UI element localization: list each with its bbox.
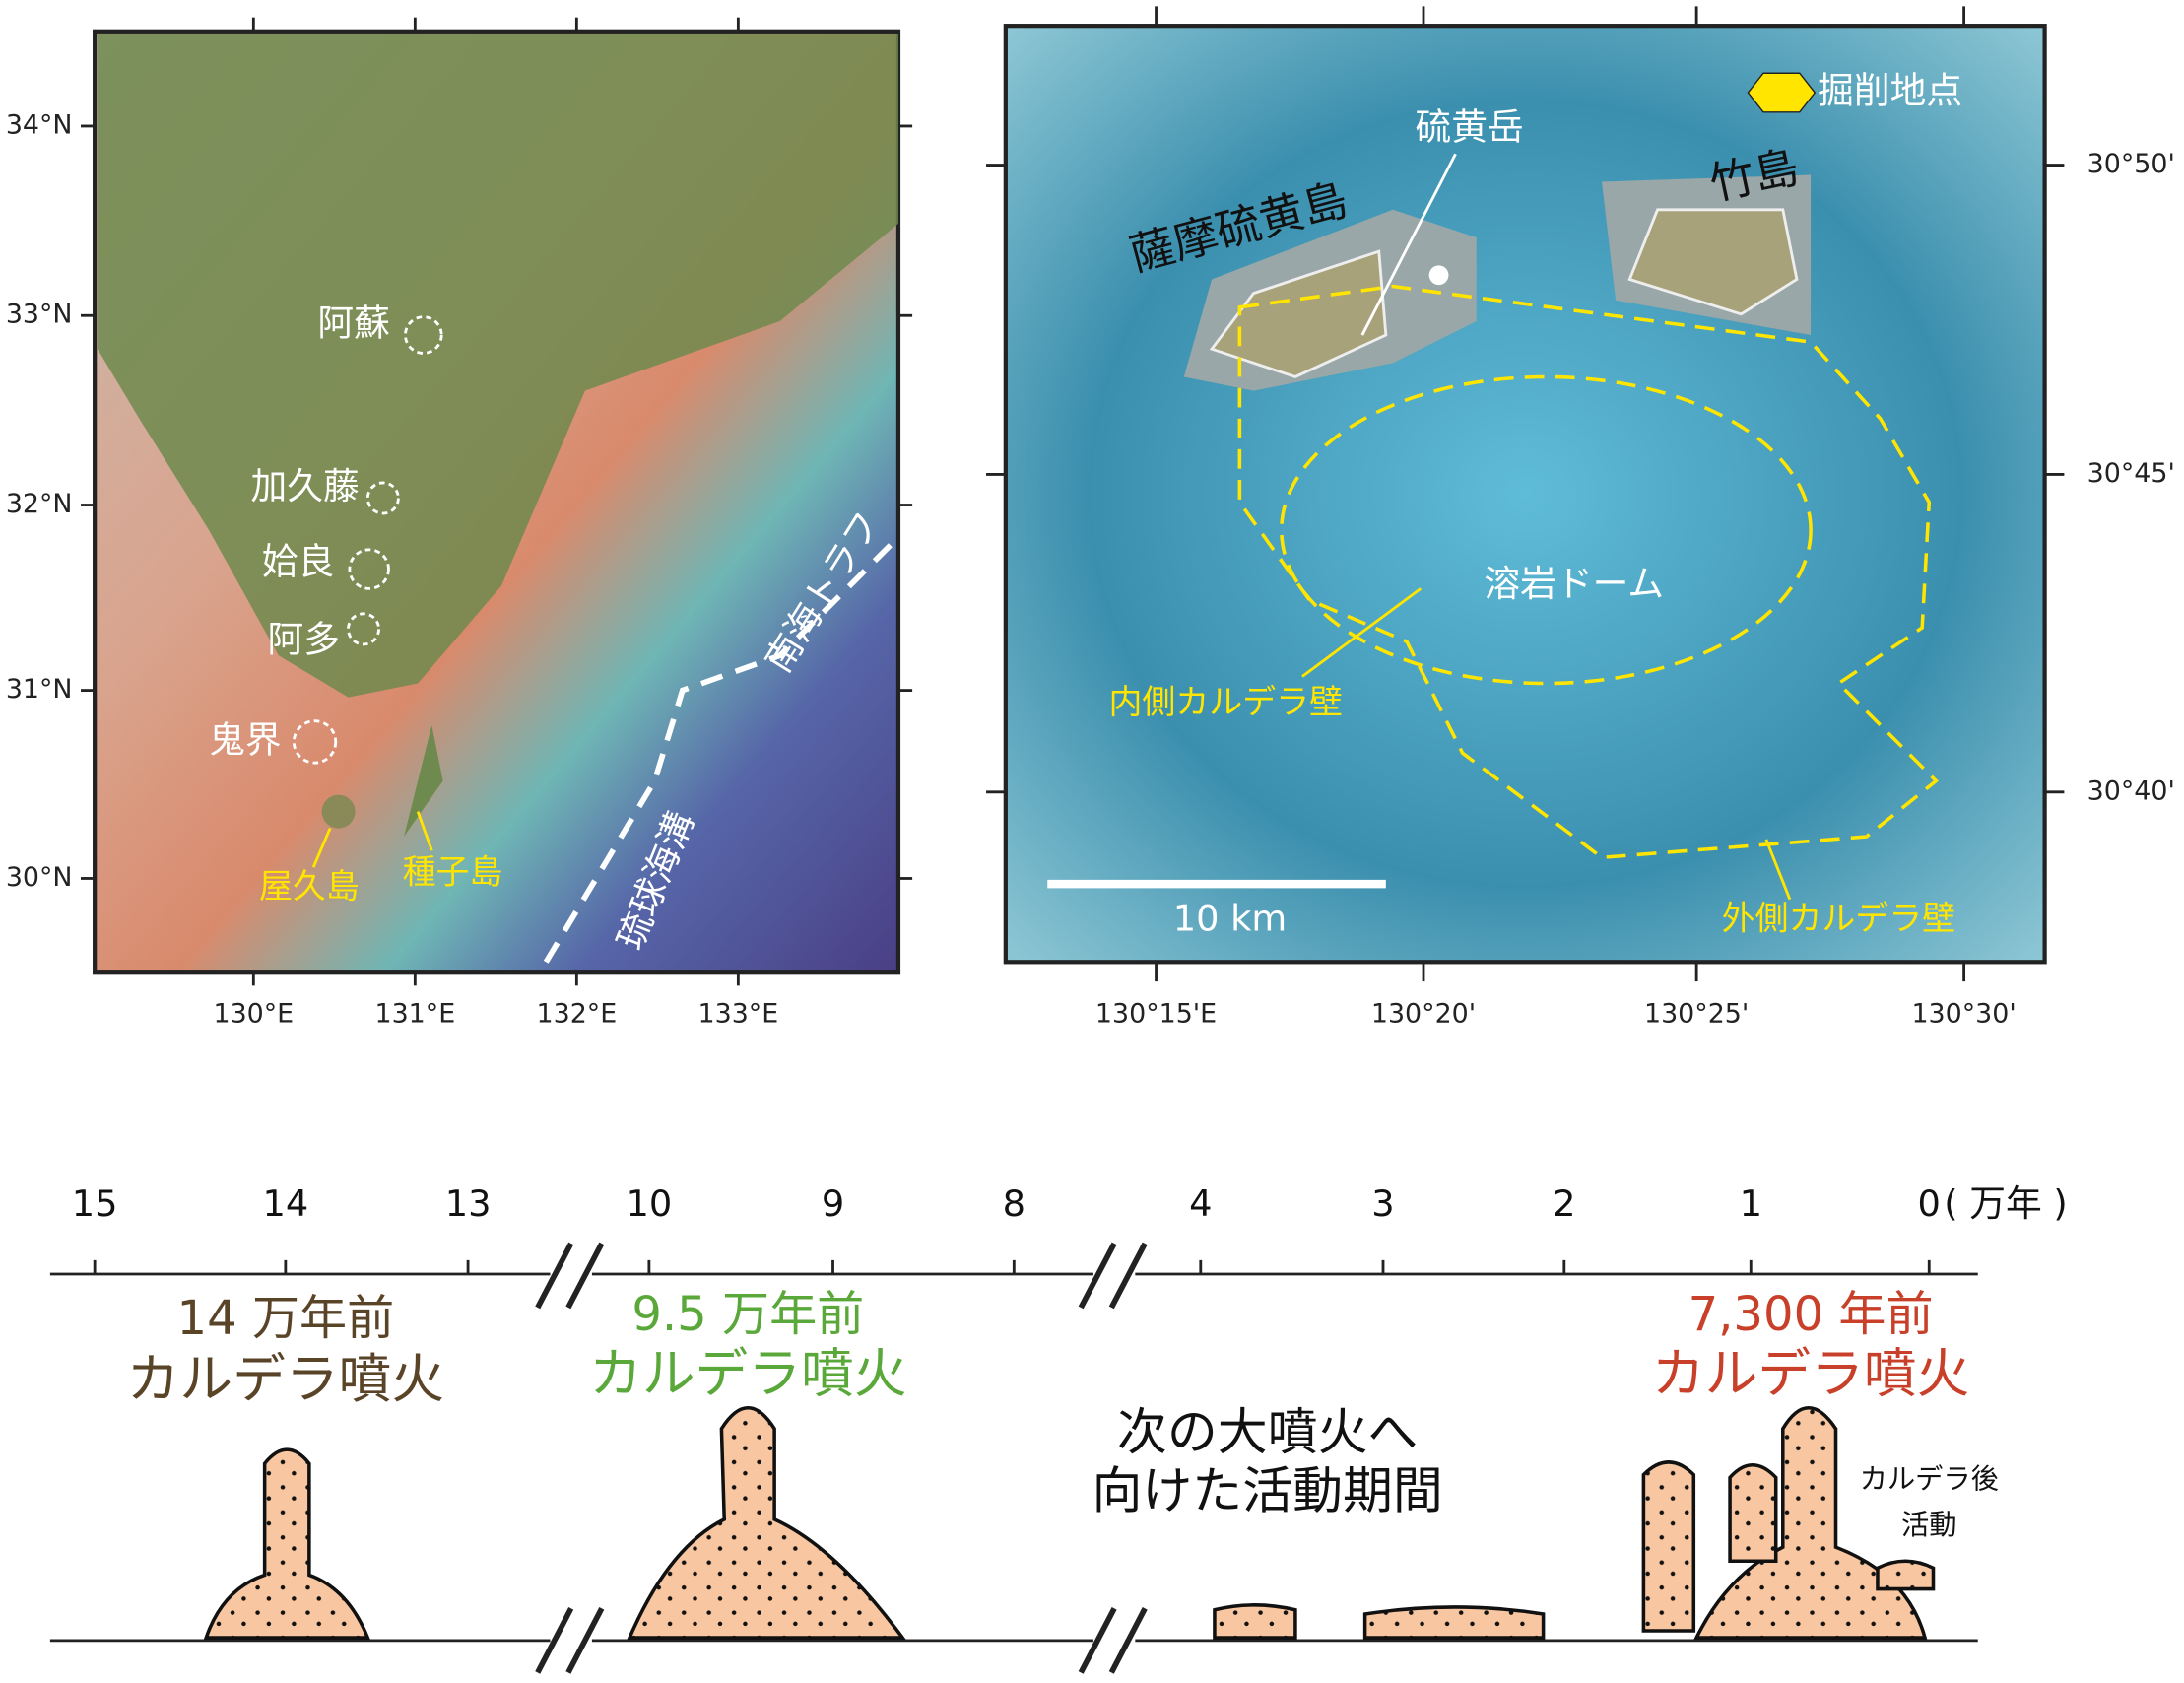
lat-label: 30°40' — [2087, 775, 2175, 806]
lat-label: 34°N — [6, 109, 73, 140]
note: 向けた活動期間 — [1092, 1462, 1443, 1520]
island — [321, 794, 356, 829]
event-age: 14 万年前 — [177, 1291, 395, 1346]
lon-label: 130°E — [213, 999, 294, 1030]
right-map: 掘削地点 硫黄岳 竹島 薩摩硫黄島 溶岩ドーム 内側カルデラ壁 外側カルデラ壁 … — [986, 6, 2175, 1030]
volcano-marker — [292, 719, 338, 765]
lon-label: 130°25' — [1644, 999, 1749, 1030]
island-label: 屋久島 — [259, 868, 360, 907]
lat-label: 31°N — [6, 674, 73, 705]
island-label: 種子島 — [403, 854, 503, 893]
inner-caldera — [1280, 374, 1813, 686]
axis-break — [535, 1242, 1148, 1674]
legend-label: 掘削地点 — [1818, 70, 1962, 112]
wall-label: 外側カルデラ壁 — [1722, 900, 1955, 938]
event-age: 7,300 年前 — [1688, 1287, 1934, 1342]
event-label: カルデラ噴火 — [127, 1348, 444, 1410]
lon-label: 131°E — [375, 999, 456, 1030]
left-map: 阿蘇 加久藤 姶良 阿多 鬼界 屋久島 種子島 南海トラフ 琉球海溝 34°N … — [6, 17, 913, 1030]
lat-label: 30°N — [6, 862, 73, 893]
volcano-label: 加久藤 — [251, 465, 360, 507]
volcano-label: 阿蘇 — [317, 303, 390, 345]
tick-label: 2 — [1553, 1182, 1575, 1225]
lon-label: 130°20' — [1371, 999, 1476, 1030]
tick-label: 0 — [1918, 1182, 1941, 1225]
lat-label: 32°N — [6, 489, 73, 519]
outer-caldera — [1237, 284, 1939, 860]
tick-label: 8 — [1003, 1182, 1026, 1225]
tick-label: 4 — [1189, 1182, 1212, 1225]
scale-label: 10 km — [1173, 897, 1288, 939]
event-label: カルデラ噴火 — [589, 1342, 906, 1404]
volcano-label: 鬼界 — [209, 718, 282, 761]
tick-label: 1 — [1740, 1182, 1762, 1225]
event-label: カルデラ噴火 — [1652, 1342, 1969, 1404]
volcano-label: 姶良 — [262, 540, 335, 582]
peak-label: 硫黄岳 — [1416, 105, 1524, 148]
lon-label: 132°E — [537, 999, 618, 1030]
land — [97, 34, 898, 698]
timeline: ( 万年 ) 14 万年前 カルデラ噴火 9.5 万年前 カルデラ噴火 7,30… — [49, 1182, 2068, 1674]
axis-unit: ( 万年 ) — [1944, 1182, 2068, 1225]
volcano-marker — [348, 548, 390, 590]
lat-label: 30°50' — [2087, 149, 2175, 179]
tick-label: 13 — [445, 1182, 492, 1225]
volcano-marker — [365, 481, 400, 515]
note: 次の大噴火へ — [1117, 1404, 1418, 1462]
tick-label: 9 — [822, 1182, 844, 1225]
volcano-label: 阿多 — [267, 619, 340, 661]
trench-line — [543, 542, 893, 964]
island — [1627, 208, 1799, 316]
post-caldera-label: カルデラ後 — [1860, 1462, 1999, 1495]
lon-label: 133°E — [698, 999, 779, 1030]
lon-label: 130°30' — [1911, 999, 2016, 1030]
tick-label: 14 — [262, 1182, 308, 1225]
legend-symbol — [1747, 72, 1817, 113]
post-caldera-label: 活動 — [1901, 1509, 1957, 1541]
wall-label: 内側カルデラ壁 — [1109, 684, 1343, 722]
event-age: 9.5 万年前 — [631, 1287, 864, 1342]
lat-label: 30°45' — [2087, 458, 2175, 489]
dome-label: 溶岩ドーム — [1484, 563, 1664, 605]
volcano-marker — [404, 315, 443, 355]
tick-label: 10 — [626, 1182, 672, 1225]
island — [404, 724, 443, 838]
lon-label: 130°15'E — [1095, 999, 1217, 1030]
tick-label: 15 — [72, 1182, 118, 1225]
tick-label: 3 — [1371, 1182, 1394, 1225]
eruption-deposits — [203, 1406, 1936, 1640]
map-frame — [1003, 24, 2047, 965]
lat-label: 33°N — [6, 300, 73, 330]
